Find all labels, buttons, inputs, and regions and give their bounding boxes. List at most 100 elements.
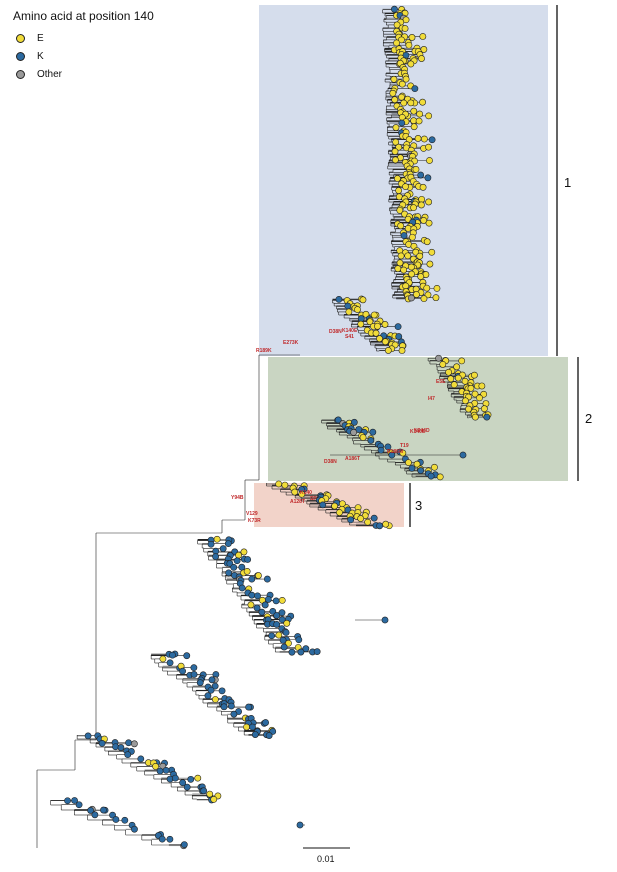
tip-node: [483, 413, 491, 421]
tip-node: [431, 463, 438, 471]
tip-node: [75, 801, 83, 809]
tip-node: [401, 25, 409, 32]
mutation-label: E5E: [436, 379, 446, 385]
tip-node: [445, 368, 453, 376]
tip-node: [125, 739, 132, 747]
tip-node: [248, 591, 256, 599]
tip-node: [391, 5, 398, 13]
tip-node: [402, 75, 410, 83]
tip-node: [131, 825, 138, 833]
tip-node: [269, 608, 277, 615]
tip-node: [253, 604, 261, 612]
tip-node: [245, 703, 252, 711]
tip-node: [408, 270, 415, 278]
tip-node: [370, 514, 378, 522]
legend-title: Amino acid at position 140: [13, 9, 154, 23]
tip-node: [251, 731, 259, 738]
tip-node: [389, 89, 397, 97]
tip-node: [296, 821, 304, 829]
tip-node: [336, 509, 343, 516]
tip-node: [425, 198, 433, 206]
tip-node: [418, 55, 425, 62]
tip-node: [423, 238, 431, 246]
tip-node: [258, 608, 266, 616]
tip-node: [225, 569, 233, 577]
tip-node: [366, 318, 374, 326]
tip-node: [465, 405, 472, 413]
tip-node: [405, 41, 413, 49]
tip-node: [436, 473, 444, 481]
tip-node: [391, 96, 399, 104]
tip-node: [359, 434, 367, 441]
tip-node: [392, 138, 400, 146]
tip-node: [345, 308, 353, 316]
tip-node: [382, 520, 390, 528]
tip-node: [408, 34, 416, 41]
tip-node: [350, 428, 358, 436]
tip-node: [244, 556, 252, 563]
tip-node: [369, 428, 377, 436]
tip-node: [233, 557, 241, 565]
legend-item-k: K: [16, 49, 44, 63]
tip-node: [344, 302, 352, 310]
tip-node: [162, 766, 170, 774]
tip-node: [298, 490, 306, 498]
tip-node: [278, 597, 286, 604]
mutation-label: SP: [310, 496, 317, 502]
mutation-label: V129: [246, 511, 258, 517]
tip-node: [412, 248, 420, 256]
tip-node: [423, 284, 431, 292]
clade-3-highlight: [254, 483, 404, 527]
tip-node: [117, 744, 125, 751]
tip-node: [362, 310, 370, 318]
tip-node: [71, 797, 78, 804]
clade-label-1: 1: [564, 175, 572, 190]
tip-node: [432, 294, 440, 302]
tip-node: [334, 416, 342, 424]
mutation-label: N244D: [414, 428, 430, 434]
tip-node: [411, 85, 419, 93]
tip-node: [265, 732, 273, 739]
tip-node: [262, 719, 269, 726]
legend-dot-e: [16, 33, 25, 43]
tip-node: [408, 263, 415, 271]
tip-node: [278, 609, 286, 617]
tip-node: [247, 601, 255, 609]
tip-node: [275, 631, 283, 639]
tip-node: [408, 233, 416, 241]
mutation-label: S41: [345, 334, 354, 340]
tip-node: [398, 119, 406, 127]
tip-node: [400, 266, 408, 274]
tip-node: [447, 375, 455, 383]
tip-node: [372, 329, 380, 337]
tip-node: [238, 563, 246, 571]
tip-node: [124, 751, 132, 759]
tip-node: [152, 763, 159, 770]
tip-node: [428, 136, 436, 144]
tip-node: [424, 174, 432, 182]
tip-node: [158, 835, 166, 843]
mutation-label: I47: [428, 396, 435, 402]
tip-node: [248, 575, 256, 583]
mutation-label: R186M: [387, 449, 403, 455]
tip-node: [410, 107, 418, 115]
tip-node: [357, 315, 365, 322]
tip-node: [420, 46, 428, 53]
tip-node: [275, 480, 283, 488]
tip-node: [412, 165, 420, 173]
tip-node: [416, 110, 424, 118]
tip-node: [381, 616, 389, 624]
tip-node: [282, 629, 290, 636]
tip-node: [218, 687, 226, 695]
tip-node: [391, 148, 399, 155]
tip-node: [313, 648, 321, 656]
tip-node: [400, 99, 408, 107]
tip-node: [377, 446, 385, 454]
tip-node: [419, 183, 427, 191]
mutation-label: D38N: [329, 329, 342, 335]
tip-node: [64, 797, 71, 805]
tip-node: [98, 739, 106, 747]
tip-node: [458, 357, 466, 365]
legend-item-other: Other: [16, 67, 62, 81]
tip-node: [402, 282, 410, 290]
